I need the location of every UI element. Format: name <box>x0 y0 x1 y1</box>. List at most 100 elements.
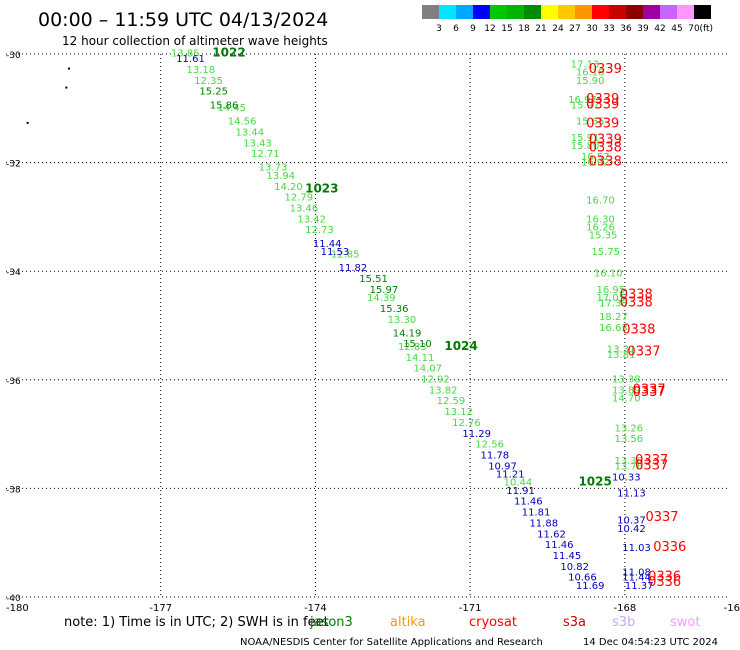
x-tick-label: -171 <box>459 603 482 614</box>
cryosat-pass-number: 0337 <box>633 385 666 400</box>
wave-height-value: 11.61 <box>176 54 205 65</box>
chart-subtitle: 12 hour collection of altimeter wave hei… <box>62 34 328 48</box>
cryosat-pass-number: 0339 <box>586 92 619 107</box>
color-scale-label: 9 <box>470 24 476 34</box>
y-tick-label: -38 <box>6 485 21 495</box>
color-scale-label: 18 <box>518 24 530 34</box>
wave-height-value: 15.75 <box>591 247 620 258</box>
wave-height-value: 15.25 <box>199 87 228 98</box>
wave-height-value: 11.44 <box>622 573 651 584</box>
wave-height-value: 11.13 <box>617 489 646 500</box>
wave-height-value: 13.44 <box>235 127 264 138</box>
satellite-legend: jason3 altika cryosat s3a s3b swot <box>309 615 700 630</box>
wave-height-value: 14.20 <box>274 182 303 193</box>
wave-height-value: 15.35 <box>589 231 618 242</box>
cryosat-pass-number: 0338 <box>620 287 653 302</box>
wave-height-value: 14.70 <box>612 394 641 405</box>
satellite-legend-item: s3a <box>563 615 586 630</box>
y-tick-label: -32 <box>6 160 21 170</box>
wave-height-value: 16.97 <box>568 95 597 106</box>
wave-height-value: 13.73 <box>259 163 288 174</box>
satellite-legend-item: s3b <box>612 615 635 630</box>
wave-height-value: 16.10 <box>594 269 623 280</box>
jason3-pass-number: 1022 <box>212 46 245 60</box>
wave-height-value: 16.95 <box>596 285 625 296</box>
wave-height-value: 13.89 <box>612 385 641 396</box>
footer-note: note: 1) Time is in UTC; 2) SWH is in fe… <box>64 615 329 630</box>
wave-height-value: 14.19 <box>393 328 422 339</box>
wave-height-value: 12.85 <box>331 250 360 261</box>
wave-height-value: 12.73 <box>305 225 334 236</box>
color-swatch <box>643 5 660 19</box>
wave-height-value: 13.76 <box>615 461 644 472</box>
color-swatch <box>490 5 507 19</box>
footer-credit: NOAA/NESDIS Center for Satellite Applica… <box>240 637 543 648</box>
wave-height-value: 16.18 <box>576 68 605 79</box>
wave-height-value: 11.45 <box>553 551 582 562</box>
wave-height-value: 16.30 <box>586 214 615 225</box>
wave-height-value: 13.18 <box>187 65 216 76</box>
color-swatch <box>422 5 439 19</box>
wave-height-value: 10.44 <box>504 478 533 489</box>
wave-height-value: 13.36 <box>615 456 644 467</box>
color-scale-label: 15 <box>501 24 512 34</box>
chart-title: 00:00 – 11:59 UTC 04/13/2024 <box>38 9 328 31</box>
wave-height-value: 13.30 <box>388 315 417 326</box>
wave-height-value: 15.80 <box>571 141 600 152</box>
wave-height-value: 14.11 <box>406 353 435 364</box>
wave-height-value: 12.56 <box>475 440 504 451</box>
color-swatch <box>456 5 473 19</box>
wave-height-value: 15.65 <box>576 117 605 128</box>
wave-height-value: 13.26 <box>615 423 644 434</box>
jason3-pass-number: 1025 <box>578 475 611 489</box>
color-scale-legend: 3 6 9 12 15 18 21 24 27 30 33 36 39 42 45 70 (ft) <box>422 5 713 34</box>
color-swatch <box>473 5 490 19</box>
x-tick-label: -177 <box>149 603 172 614</box>
wave-height-value: 10.37 <box>617 516 646 527</box>
wave-height-value: 13.31 <box>607 345 636 356</box>
wave-height-value: 17.13 <box>571 60 600 71</box>
cryosat-pass-number: 0338 <box>589 154 622 169</box>
cryosat-pass-number: 0339 <box>589 133 622 148</box>
cryosat-pass-number: 0338 <box>622 323 655 338</box>
wave-height-value: 15.97 <box>571 100 600 111</box>
color-scale-label: 24 <box>552 24 564 34</box>
wave-height-value: 13.81 <box>607 350 636 361</box>
wave-height-value: 11.37 <box>625 581 654 592</box>
cryosat-pass-number: 0337 <box>635 453 668 468</box>
wave-height-value: 11.29 <box>462 429 491 440</box>
wave-height-value: 11.62 <box>537 529 566 540</box>
y-tick-label: -34 <box>6 268 21 278</box>
cryosat-pass-number: 0338 <box>620 295 653 310</box>
jason3-pass-number: 1023 <box>305 181 338 195</box>
cryosat-pass-number: 0338 <box>589 141 622 156</box>
color-swatch <box>541 5 558 19</box>
wave-height-value: 13.42 <box>297 214 326 225</box>
wave-height-value: 16.92 <box>581 157 610 168</box>
wave-height-value: 13.38 <box>612 375 641 386</box>
latitude-axis: -30 -32 -34 -36 -38 -40 <box>6 51 21 604</box>
x-tick-label: -16 <box>724 603 740 614</box>
color-scale-label: 6 <box>453 24 459 34</box>
wave-height-value: 13.94 <box>266 171 295 182</box>
satellite-legend-item: jason3 <box>309 615 353 630</box>
cryosat-pass-number: 0337 <box>645 510 678 525</box>
wave-height-value: 11.08 <box>622 567 651 578</box>
wave-height-value: 15.97 <box>370 285 399 296</box>
longitude-axis: -180 -177 -174 -171 -168 -16 <box>6 603 740 614</box>
wave-height-value: 11.91 <box>506 486 535 497</box>
color-scale-label: 36 <box>620 24 632 34</box>
satellite-legend-item: swot <box>670 615 700 630</box>
stray-point <box>67 67 70 70</box>
color-scale-unit: (ft) <box>699 24 713 34</box>
y-tick-label: -36 <box>6 377 21 387</box>
y-tick-label: -40 <box>6 594 21 604</box>
wave-height-value: 11.46 <box>545 540 574 551</box>
color-scale-label: 70 <box>688 24 700 34</box>
wave-height-value: 12.79 <box>284 193 313 204</box>
wave-height-value: 15.91 <box>571 133 600 144</box>
map-grid <box>6 53 728 598</box>
wave-height-value: 17.05 <box>596 293 625 304</box>
